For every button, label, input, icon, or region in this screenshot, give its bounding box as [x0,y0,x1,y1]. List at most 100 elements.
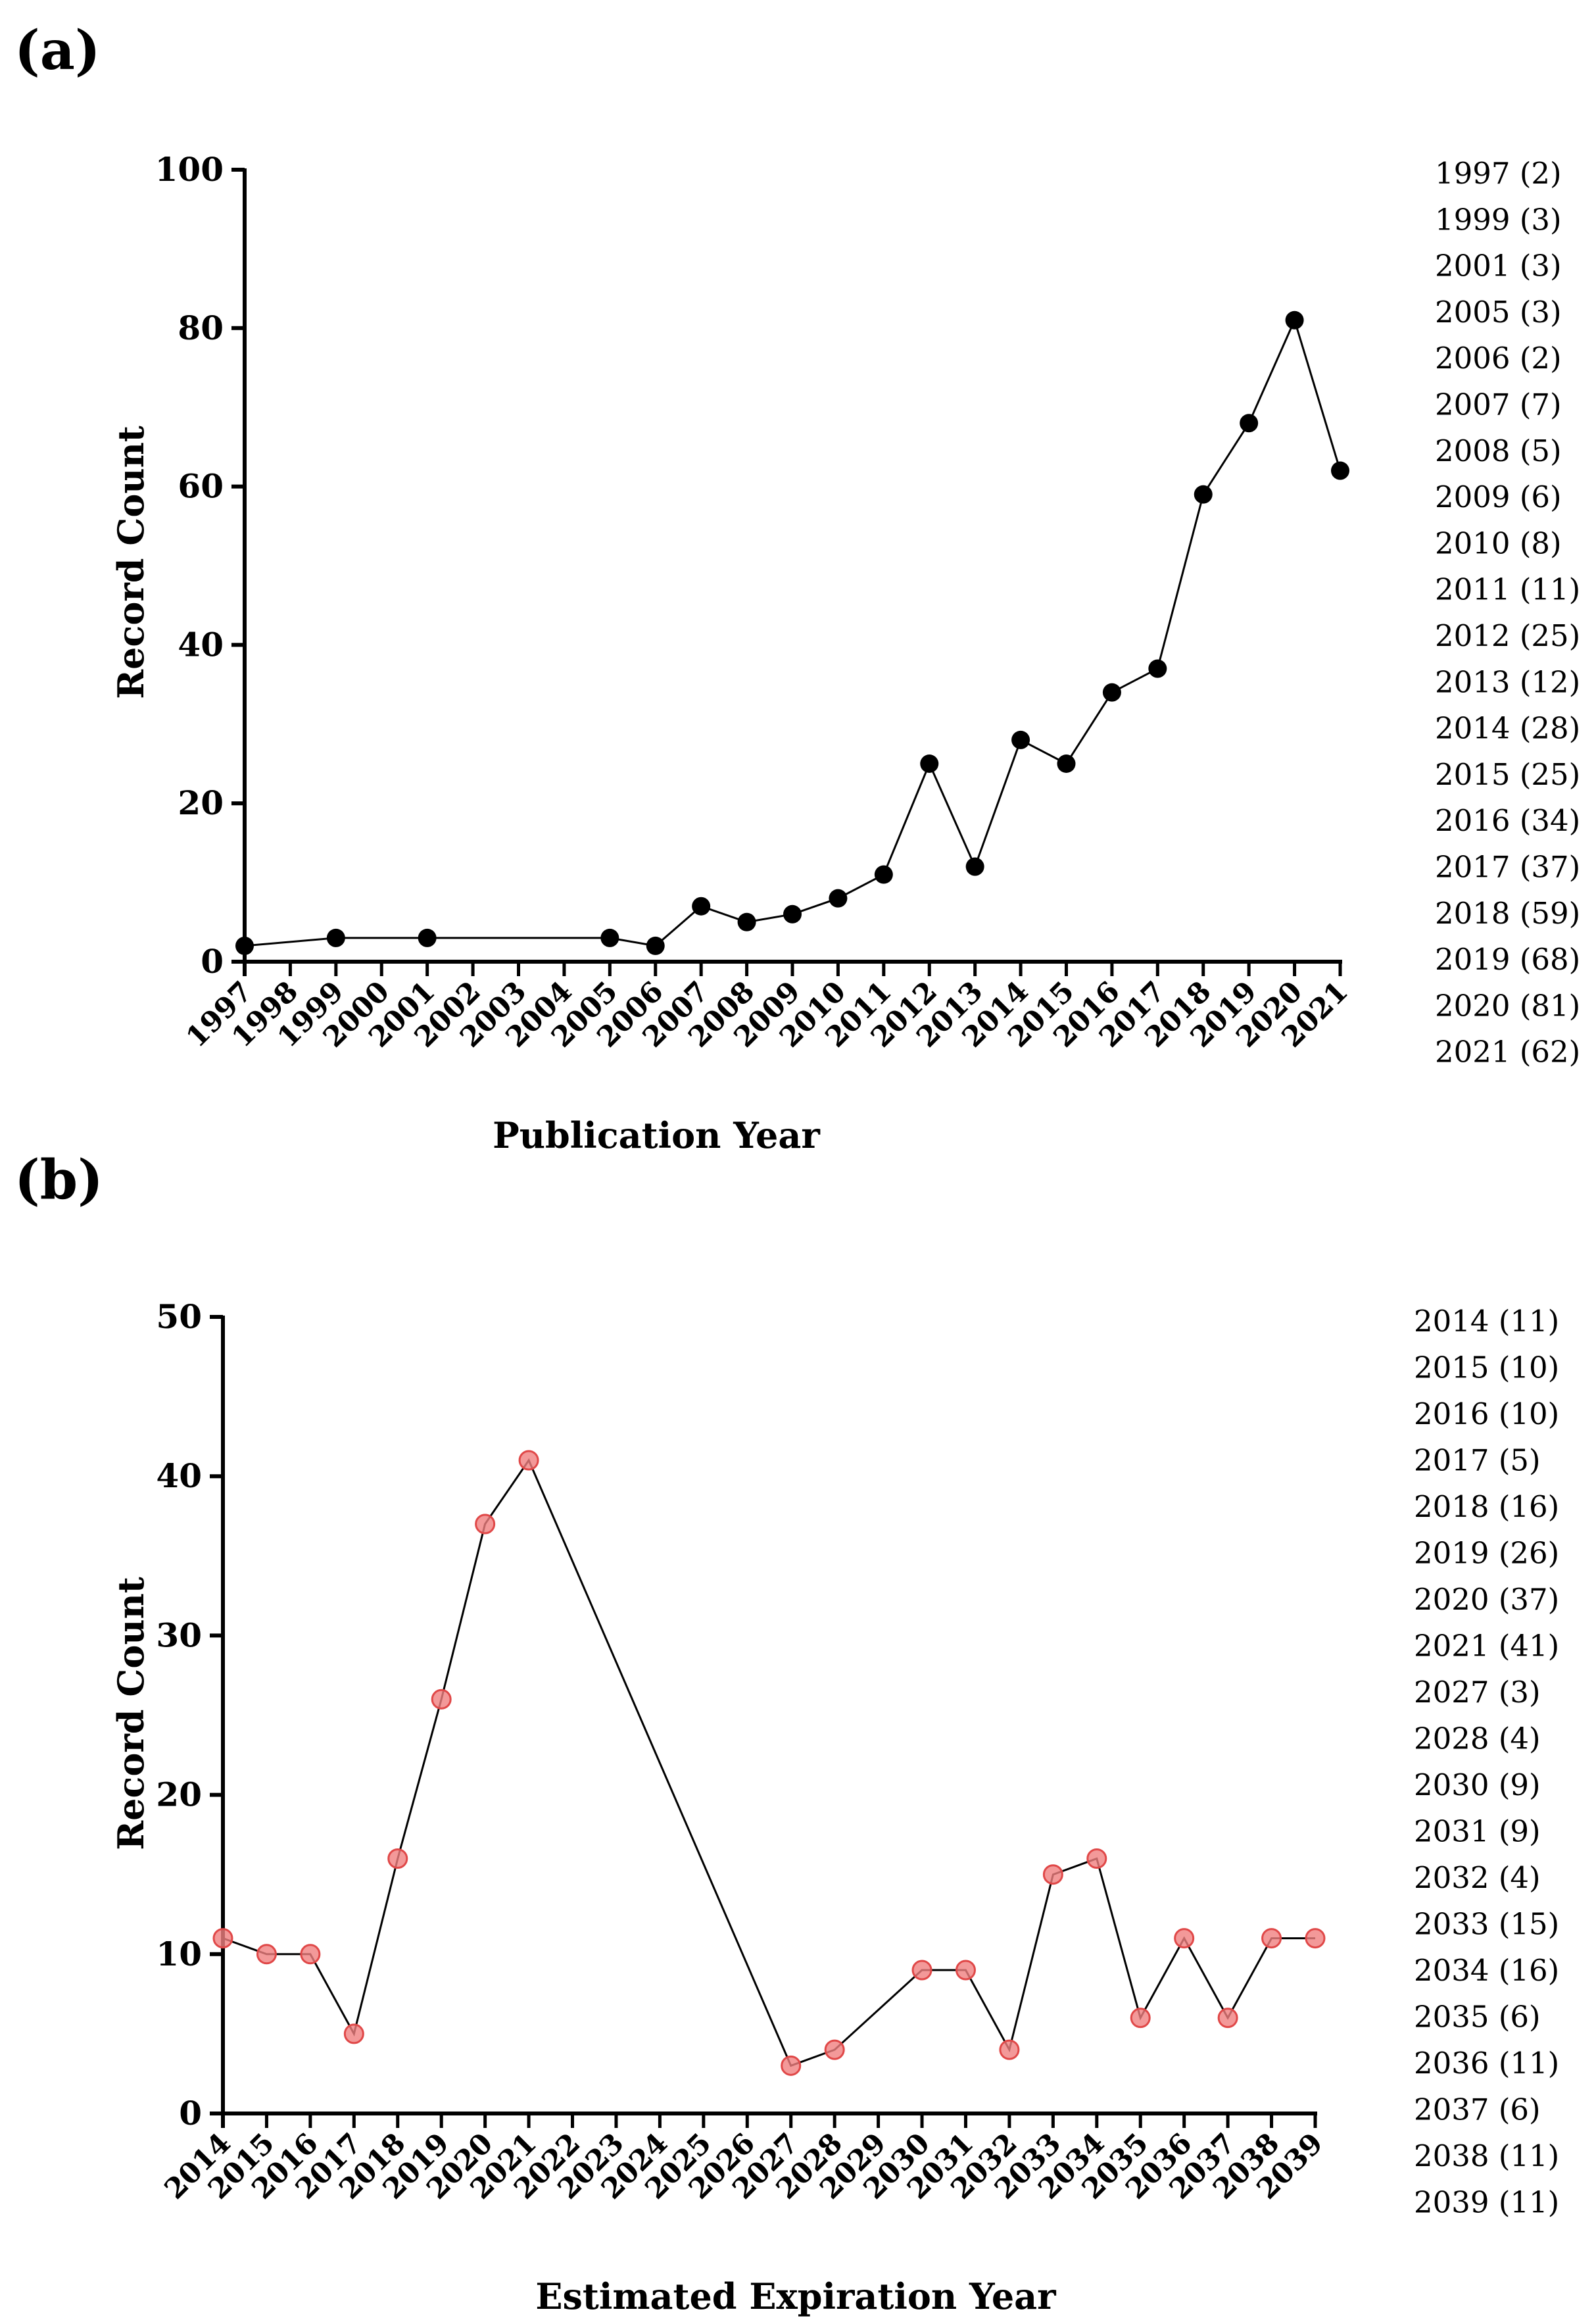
panel-b-data-point [1086,1848,1107,1869]
panel-a-data-point [326,928,345,947]
panel-b-y-tick-label: 50 [156,1297,202,1336]
panel-b-data-point [475,1514,496,1535]
panel-a-data-point [1285,310,1304,330]
panel-b-data-point [911,1960,932,1981]
panel-a-data-point [1102,683,1121,702]
panel-b-y-tick-label: 20 [156,1775,202,1814]
panel-a-data-point [1194,485,1213,504]
panel-a-data-point [1057,754,1076,773]
panel-b-y-tick-label: 40 [156,1456,202,1495]
panel-b-data-point [518,1450,539,1471]
panel-a-data-point [920,754,939,773]
panel-a-legend-entry: 2010 (8) [1435,526,1562,560]
chart-panel-a: (a) Publication Year Record Count 0 20 40 6… [14,19,1580,1156]
panel-b-series-line [222,1458,1315,2067]
panel-b-legend-entry: 2017 (5) [1414,1443,1541,1478]
panel-b-legend-entry: 2018 (16) [1414,1489,1559,1524]
panel-a-y-tick-label: 80 [178,309,224,347]
panel-a-y-tick-label: 60 [178,467,224,506]
panel-b-data-point [955,1960,976,1981]
panel-a-x-axis-title: Publication Year [493,1114,820,1156]
panel-a-legend-entry: 2005 (3) [1435,295,1562,330]
panel-a-legend-entry: 2016 (34) [1435,803,1580,838]
panel-b-legend-entry: 2032 (4) [1414,1860,1541,1895]
panel-b-data-point [1174,1928,1195,1949]
panel-a-data-point [418,928,437,947]
panel-b-legend-entry: 2038 (11) [1414,2138,1559,2173]
panel-a-legend-entry: 1999 (3) [1435,202,1562,237]
panel-a-legend-entry: 2017 (37) [1435,850,1580,885]
panel-b-legend-entry: 2027 (3) [1414,1675,1541,1710]
panel-b-legend-entry: 2031 (9) [1414,1814,1541,1849]
panel-b-data-point [300,1944,321,1965]
panel-a-legend-entry: 2015 (25) [1435,757,1580,792]
panel-b-data-point [212,1928,233,1949]
panel-a-y-axis-title: Record Count [110,426,152,699]
panel-b-data-point [387,1848,408,1869]
panel-b-legend-entry: 2037 (6) [1414,2092,1541,2127]
panel-a-legend-entry: 2012 (25) [1435,618,1580,653]
panel-a-data-point [600,928,619,947]
panel-a-legend-entry: 2007 (7) [1435,387,1562,422]
panel-b-data-point [343,2023,364,2044]
panel-a-legend-entry: 2021 (62) [1435,1035,1580,1070]
panel-b-x-axis-title: Estimated Expiration Year [535,2275,1056,2317]
panel-b-data-point [1305,1928,1326,1949]
panel-b-legend-entry: 2019 (26) [1414,1536,1559,1571]
panel-a-data-point [783,904,802,924]
panel-b-y-tick-label: 0 [179,2094,202,2133]
panel-b-legend-entry: 2014 (11) [1414,1304,1559,1339]
panel-b-y-tick-label: 10 [156,1935,202,1973]
panel-b-legend-entry: 2036 (11) [1414,2046,1559,2081]
panel-a-legend-entry: 2008 (5) [1435,433,1562,468]
panel-a-data-point [1331,461,1349,480]
panel-a-legend-entry: 2011 (11) [1435,572,1580,607]
panel-a-legend-entry: 2001 (3) [1435,249,1562,284]
panel-b-data-point [256,1944,277,1965]
panel-a-legend-entry: 1997 (2) [1435,156,1562,191]
panel-b-data-point [1042,1864,1063,1885]
panel-b-label: (b) [14,1149,103,1212]
panel-b-y-axis-title: Record Count [110,1577,152,1850]
panel-b-data-point [1217,2008,1238,2029]
panel-a-y-tick-label: 100 [155,150,224,189]
panel-b-legend-entry: 2033 (15) [1414,1907,1559,1942]
panel-a-y-tick-label: 0 [201,942,224,981]
panel-a-legend-entry: 2009 (6) [1435,480,1562,514]
panel-a-data-point [874,865,893,884]
panel-a-data-point [965,857,984,876]
panel-b-data-point [824,2039,845,2060]
panel-b-y-tick-label: 30 [156,1616,202,1654]
panel-b-legend-entry: 2016 (10) [1414,1396,1559,1431]
panel-b-legend-entry: 2034 (16) [1414,1953,1559,1988]
panel-b-data-point [1130,2008,1151,2029]
panel-a-y-tick-label: 20 [178,783,224,822]
panel-a-data-point [1148,659,1167,678]
panel-a-series-line [244,317,1342,947]
panel-a-label: (a) [14,19,101,82]
panel-a-legend-entry: 2020 (81) [1435,988,1580,1023]
panel-b-data-point [1261,1928,1282,1949]
chart-panel-b: (b) Estimated Expiration Year Record Cou… [14,1149,1559,2317]
panel-b-data-point [781,2055,802,2076]
panel-a-data-point [1240,414,1259,433]
panel-a-data-point [737,912,756,931]
panel-a-legend-entry: 2013 (12) [1435,664,1580,699]
panel-a-data-point [646,936,665,955]
panel-a-legend-entry: 2018 (59) [1435,896,1580,931]
panel-b-legend-entry: 2039 (11) [1414,2185,1559,2220]
panel-a-legend-entry: 2006 (2) [1435,341,1562,376]
panel-a-data-point [829,889,848,908]
panel-b-legend-entry: 2030 (9) [1414,1767,1541,1802]
panel-a-data-point [692,897,711,916]
panel-a-legend-entry: 2019 (68) [1435,942,1580,977]
panel-b-legend-entry: 2035 (6) [1414,2000,1541,2035]
panel-b-legend-entry: 2015 (10) [1414,1350,1559,1385]
panel-b-legend-entry: 2020 (37) [1414,1582,1559,1617]
panel-a-data-point [1011,730,1030,749]
panel-a-legend-entry: 2014 (28) [1435,711,1580,746]
panel-a-y-tick-label: 40 [178,625,224,664]
panel-b-data-point [999,2039,1020,2060]
panel-b-legend-entry: 2028 (4) [1414,1721,1541,1756]
